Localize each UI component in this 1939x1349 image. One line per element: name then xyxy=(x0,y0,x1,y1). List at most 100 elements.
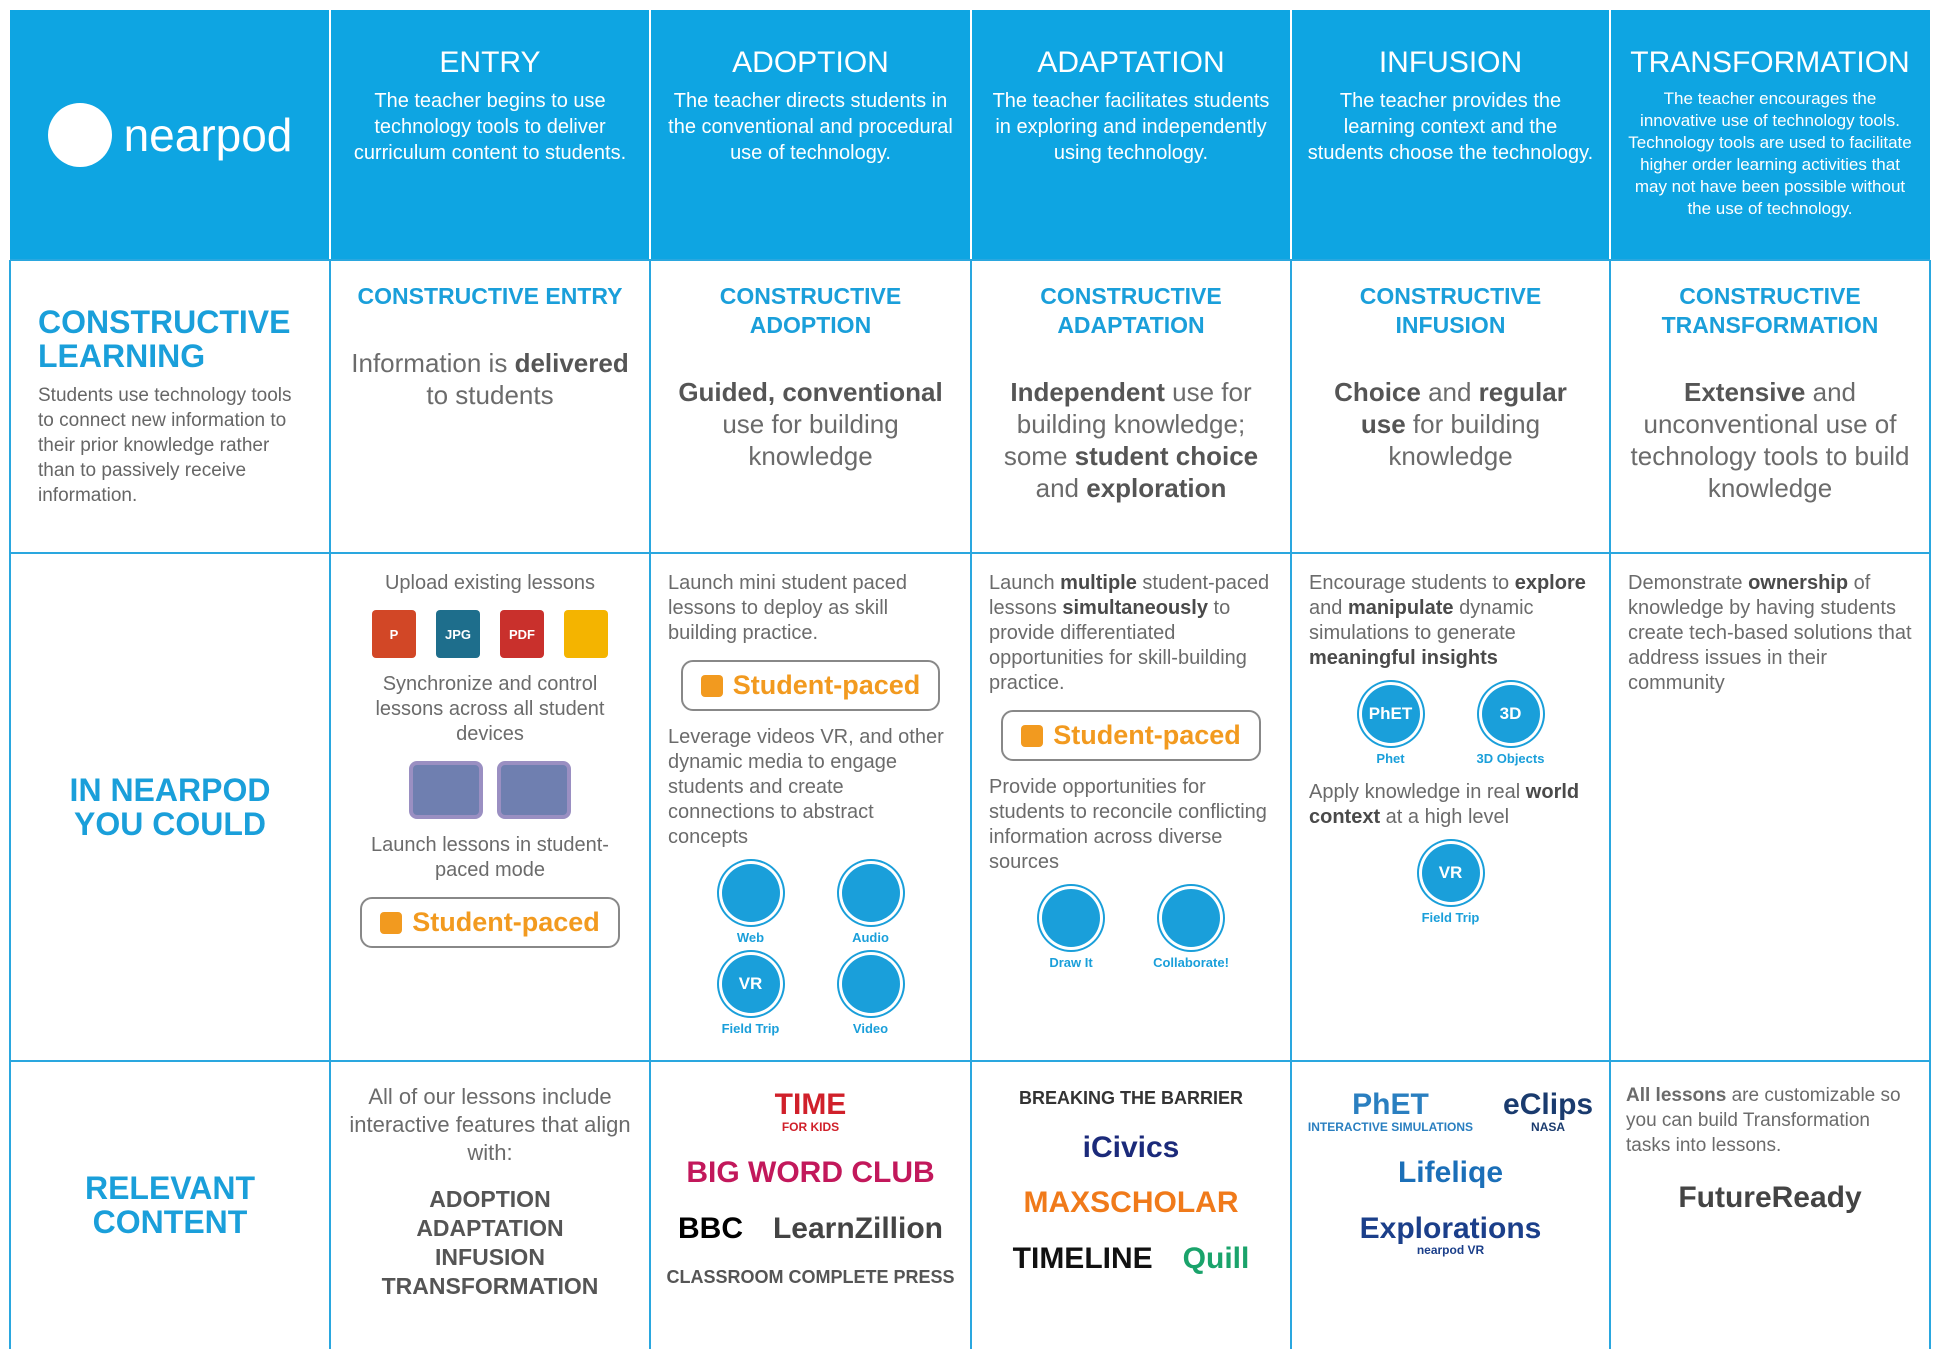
constructive-cell: CONSTRUCTIVE TRANSFORMATION Extensive and… xyxy=(1610,260,1930,553)
text-block: Encourage students to explore and manipu… xyxy=(1309,571,1592,671)
grid-line xyxy=(970,260,972,1349)
text-block: Launch multiple student-paced lessons si… xyxy=(989,571,1273,696)
partner-logo: Lifeliqe xyxy=(1398,1157,1503,1189)
content-cell: All of our lessons include interactive f… xyxy=(330,1061,650,1349)
partner-logo: MAXSCHOLAR xyxy=(1024,1187,1239,1219)
constructive-cell: CONSTRUCTIVE ADAPTATION Independent use f… xyxy=(971,260,1291,553)
stage-header: ADAPTATION The teacher facilitates studen… xyxy=(971,10,1291,260)
nearpod-cell: Demonstrate ownership of knowledge by ha… xyxy=(1610,553,1930,1061)
logo-group: BREAKING THE BARRIER iCivics MAXSCHOLAR TIM… xyxy=(987,1083,1275,1275)
logo-name: FutureReady xyxy=(1678,1181,1862,1214)
devices-illustration xyxy=(409,761,571,819)
text-run: dynamic simulations to generate xyxy=(1309,597,1534,644)
logo-cell: nearpod xyxy=(10,10,330,260)
nearpod-cell: Launch mini student paced lessons to dep… xyxy=(650,553,971,1061)
content-cell: TIME FOR KIDS BIG WORD CLUB BBC LearnZillion… xyxy=(650,1061,971,1349)
icon-circle xyxy=(1162,889,1220,947)
partner-logo: iCivics xyxy=(1083,1132,1180,1164)
text-run: Upload existing lessons xyxy=(384,572,596,594)
student-paced-button: Student-paced xyxy=(680,660,941,711)
text-run: manipulate xyxy=(1347,597,1454,619)
text-block: Demonstrate ownership of knowledge by ha… xyxy=(1628,571,1912,696)
logo-name: Lifeliqe xyxy=(1397,1156,1503,1190)
partner-logo: FutureReady xyxy=(1678,1182,1861,1214)
logo-name: MAXSCHOLAR xyxy=(1023,1186,1239,1220)
row-label: IN NEARPOD YOU COULD xyxy=(10,553,330,1061)
icon-group: Web Audio VR Field Trip Video xyxy=(691,864,931,1036)
row-title: RELEVANT CONTENT xyxy=(84,1170,256,1240)
cell-text: Choice and regular use for building know… xyxy=(1291,376,1610,472)
button-icon xyxy=(380,911,403,934)
button-label: Student-paced xyxy=(732,670,921,700)
grid-line xyxy=(970,10,972,260)
row-label: RELEVANT CONTENT xyxy=(10,1061,330,1349)
icon-label: Field Trip xyxy=(1421,910,1480,925)
stage-description: The teacher encourages the innovative us… xyxy=(1628,89,1912,218)
cell-title: CONSTRUCTIVE ADOPTION xyxy=(719,283,902,338)
list-item: ADAPTATION xyxy=(416,1215,564,1241)
logo-sub: FOR KIDS xyxy=(781,1119,840,1134)
stage-header: TRANSFORMATION The teacher encourages the… xyxy=(1610,10,1930,260)
stage-header: ENTRY The teacher begins to use technolog… xyxy=(330,10,650,260)
cell-title: CONSTRUCTIVE INFUSION xyxy=(1359,283,1542,338)
logo-group: PhET INTERACTIVE SIMULATIONS eClips NASA Lif… xyxy=(1307,1083,1594,1257)
grid-line xyxy=(9,260,11,1349)
text-block: Synchronize and control lessons across a… xyxy=(348,672,632,747)
text-block: Apply knowledge in real world context at… xyxy=(1309,780,1592,830)
logo-name: TIME xyxy=(774,1088,847,1121)
partner-logo: CLASSROOM COMPLETE PRESS xyxy=(666,1268,954,1287)
text-block: Leverage videos VR, and other dynamic me… xyxy=(668,725,953,850)
logo-name: BIG WORD CLUB xyxy=(686,1156,935,1190)
text-run: to provide differentiated opportunities … xyxy=(989,597,1247,694)
text-run: Launch xyxy=(989,572,1061,594)
grid-line xyxy=(10,1060,1930,1062)
text-run: and xyxy=(1420,377,1479,407)
tablet xyxy=(409,761,483,819)
text-run: explore xyxy=(1514,572,1586,594)
icon-label: Web xyxy=(736,930,765,945)
text-run: student-paced lessons xyxy=(989,572,1270,619)
stage-title: ENTRY xyxy=(439,46,541,79)
icon-label: Audio xyxy=(852,930,889,945)
stage-header: ADOPTION The teacher directs students in … xyxy=(650,10,971,260)
cell-text: Information is delivered to students xyxy=(330,347,650,411)
grid-line xyxy=(1290,10,1292,260)
icon-group: Draw It Collaborate! xyxy=(1011,889,1251,970)
cell-text: Independent use for building knowledge; … xyxy=(971,376,1291,504)
text-run: for building knowledge xyxy=(1388,409,1541,471)
icon-label: Draw It xyxy=(1049,955,1093,970)
content-cell: All lessons are customizable so you can … xyxy=(1610,1061,1930,1349)
icon-circle: VR xyxy=(721,955,780,1013)
media-icon: 3D 3D Objects xyxy=(1471,685,1551,766)
text-run: multiple xyxy=(1060,572,1137,594)
text-run: exploration xyxy=(1086,473,1227,503)
logo-name: iCivics xyxy=(1082,1130,1180,1164)
text-run: Extensive xyxy=(1683,377,1806,407)
grid-line xyxy=(10,259,1930,261)
grid-line xyxy=(1609,260,1611,1349)
icon-label: Field Trip xyxy=(721,1021,780,1036)
text-run: to students xyxy=(426,380,554,410)
partner-logo: BBC xyxy=(678,1212,743,1245)
button-icon xyxy=(1021,724,1044,747)
icon-circle xyxy=(841,955,900,1013)
icon-circle xyxy=(841,864,900,922)
logo-sub: NASA xyxy=(1531,1119,1566,1134)
text-run: ownership xyxy=(1748,572,1849,594)
text-block: Upload existing lessons xyxy=(348,571,632,596)
grid-line xyxy=(1609,10,1611,260)
list-item: ADOPTION xyxy=(429,1186,551,1212)
logo-name: CLASSROOM COMPLETE PRESS xyxy=(666,1267,955,1288)
logo-sub: INTERACTIVE SIMULATIONS xyxy=(1307,1119,1474,1134)
text-run: world context xyxy=(1309,781,1580,828)
constructive-cell: CONSTRUCTIVE INFUSION Choice and regular … xyxy=(1291,260,1610,553)
text-block: Launch mini student paced lessons to dep… xyxy=(668,571,953,646)
nearpod-cell: Launch multiple student-paced lessons si… xyxy=(971,553,1291,1061)
text-run: are customizable so you can build Transf… xyxy=(1626,1085,1901,1156)
stage-description: The teacher facilitates students in expl… xyxy=(992,90,1270,164)
text-run: Launch lessons in student-paced mode xyxy=(371,834,609,881)
button-label: Student-paced xyxy=(412,907,600,937)
logo-name: LearnZillion xyxy=(772,1211,943,1245)
list-item: TRANSFORMATION xyxy=(381,1273,599,1299)
button-icon xyxy=(700,674,723,697)
